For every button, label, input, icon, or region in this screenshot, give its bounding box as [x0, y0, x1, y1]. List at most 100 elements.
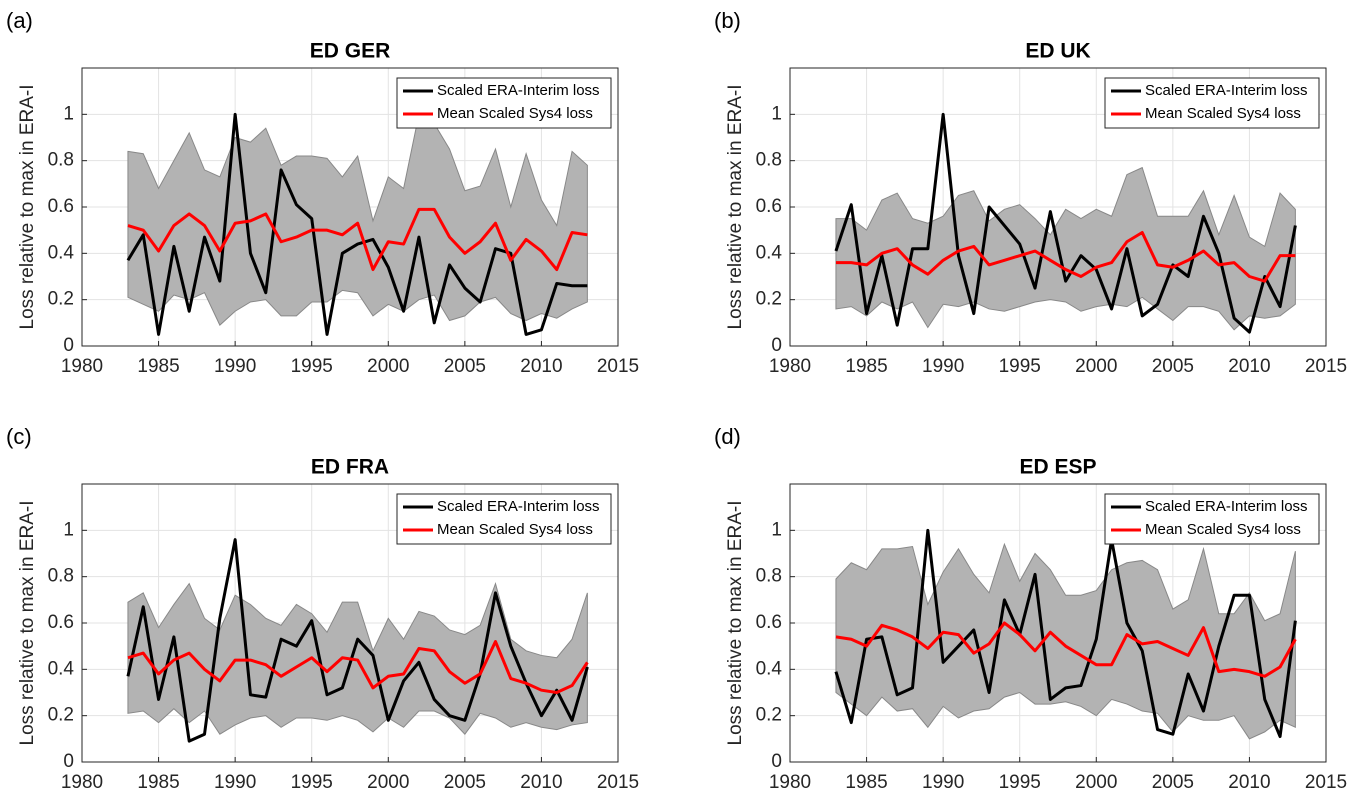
y-tick-label: 0.4: [756, 658, 783, 679]
shaded-range: [127, 113, 588, 326]
x-tick-label: 2010: [520, 772, 562, 793]
series-line: [127, 207, 588, 272]
y-tick-label: 0.6: [756, 196, 782, 217]
y-tick-label: 0: [63, 751, 74, 772]
x-tick-label: 2000: [367, 772, 409, 793]
chart-title: ED UK: [1025, 40, 1090, 63]
y-tick-label: 0.6: [756, 612, 782, 633]
y-tick-label: 0.8: [756, 150, 782, 171]
x-tick-label: 2015: [597, 356, 639, 377]
legend-label: Scaled ERA-Interim loss: [1145, 498, 1308, 515]
series-line: [127, 640, 589, 694]
x-tick-label: 2000: [367, 356, 409, 377]
y-tick-label: 1: [771, 103, 782, 124]
x-tick-label: 2000: [1075, 772, 1117, 793]
y-axis-label: Loss relative to max in ERA-I: [725, 85, 746, 330]
legend-box: [1104, 77, 1320, 129]
y-tick-label: 0.4: [756, 242, 783, 263]
axes-frame: [81, 483, 619, 763]
y-tick-label: 0.4: [48, 658, 75, 679]
x-tick-label: 2010: [520, 356, 562, 377]
x-tick-label: 1980: [769, 356, 811, 377]
x-tick-label: 1990: [214, 356, 256, 377]
panel-label: (b): [714, 8, 741, 33]
panel-label: (a): [6, 8, 33, 33]
panel: (a) ED GER Loss relative to max in ERA-I 19…: [6, 8, 639, 377]
y-tick-label: 0: [771, 335, 782, 356]
series-line: [835, 230, 1296, 283]
y-tick-label: 0.8: [48, 566, 74, 587]
series-line: [126, 112, 588, 336]
series-line: [126, 538, 589, 743]
y-tick-label: 0.6: [48, 196, 74, 217]
series-line: [834, 528, 1297, 739]
legend-label: Scaled ERA-Interim loss: [1145, 82, 1308, 99]
x-tick-label: 2015: [1305, 356, 1347, 377]
chart-title: ED GER: [310, 40, 391, 63]
x-tick-label: 2000: [1075, 356, 1117, 377]
x-tick-label: 1980: [61, 356, 103, 377]
legend-label: Mean Scaled Sys4 loss: [437, 105, 593, 122]
y-tick-label: 0.2: [48, 705, 74, 726]
x-tick-label: 1990: [922, 772, 964, 793]
axes-frame: [789, 67, 1327, 347]
legend-label: Mean Scaled Sys4 loss: [437, 521, 593, 538]
axes-frame: [789, 483, 1327, 763]
shaded-range: [835, 166, 1296, 331]
legend-box: [396, 77, 612, 129]
shaded-range: [835, 542, 1296, 740]
panel-label: (d): [714, 424, 741, 449]
y-tick-label: 0.2: [756, 289, 782, 310]
x-tick-label: 1990: [922, 356, 964, 377]
y-tick-label: 0.4: [48, 242, 75, 263]
y-tick-label: 0: [63, 335, 74, 356]
x-tick-label: 1985: [845, 356, 887, 377]
x-tick-label: 1980: [769, 772, 811, 793]
y-tick-label: 0.6: [48, 612, 74, 633]
x-tick-label: 2015: [1305, 772, 1347, 793]
y-axis-label: Loss relative to max in ERA-I: [17, 501, 38, 746]
y-tick-label: 0.8: [48, 150, 74, 171]
x-tick-label: 1985: [137, 772, 179, 793]
y-tick-label: 0: [771, 751, 782, 772]
chart-title: ED FRA: [311, 456, 389, 479]
x-tick-label: 2015: [597, 772, 639, 793]
legend-box: [396, 493, 612, 545]
x-tick-label: 1985: [845, 772, 887, 793]
legend-label: Mean Scaled Sys4 loss: [1145, 105, 1301, 122]
y-tick-label: 1: [63, 519, 74, 540]
chart-title: ED ESP: [1019, 456, 1096, 479]
series-line: [835, 621, 1297, 678]
y-tick-label: 0.2: [48, 289, 74, 310]
x-tick-label: 1990: [214, 772, 256, 793]
panel: (c) ED FRA Loss relative to max in ERA-I 19…: [6, 424, 639, 793]
y-axis-label: Loss relative to max in ERA-I: [725, 501, 746, 746]
x-tick-label: 1995: [291, 772, 333, 793]
x-tick-label: 2005: [1152, 772, 1194, 793]
x-tick-label: 1995: [999, 356, 1041, 377]
x-tick-label: 1995: [999, 772, 1041, 793]
x-tick-label: 1985: [137, 356, 179, 377]
y-tick-label: 0.2: [756, 705, 782, 726]
panel: (b) ED UK Loss relative to max in ERA-I 198…: [714, 8, 1347, 377]
y-axis-label: Loss relative to max in ERA-I: [17, 85, 38, 330]
legend-box: [1104, 493, 1320, 545]
x-tick-label: 2010: [1228, 356, 1270, 377]
panel: (d) ED ESP Loss relative to max in ERA-I 19…: [714, 424, 1347, 793]
x-tick-label: 1995: [291, 356, 333, 377]
legend-label: Mean Scaled Sys4 loss: [1145, 521, 1301, 538]
x-tick-label: 2010: [1228, 772, 1270, 793]
x-tick-label: 2005: [444, 772, 486, 793]
x-tick-label: 1980: [61, 772, 103, 793]
series-line: [834, 112, 1297, 334]
y-tick-label: 0.8: [756, 566, 782, 587]
axes-frame: [81, 67, 619, 347]
y-tick-label: 1: [771, 519, 782, 540]
x-tick-label: 2005: [444, 356, 486, 377]
x-tick-label: 2005: [1152, 356, 1194, 377]
legend-label: Scaled ERA-Interim loss: [437, 498, 600, 515]
legend-label: Scaled ERA-Interim loss: [437, 82, 600, 99]
y-tick-label: 1: [63, 103, 74, 124]
panel-label: (c): [6, 424, 32, 449]
